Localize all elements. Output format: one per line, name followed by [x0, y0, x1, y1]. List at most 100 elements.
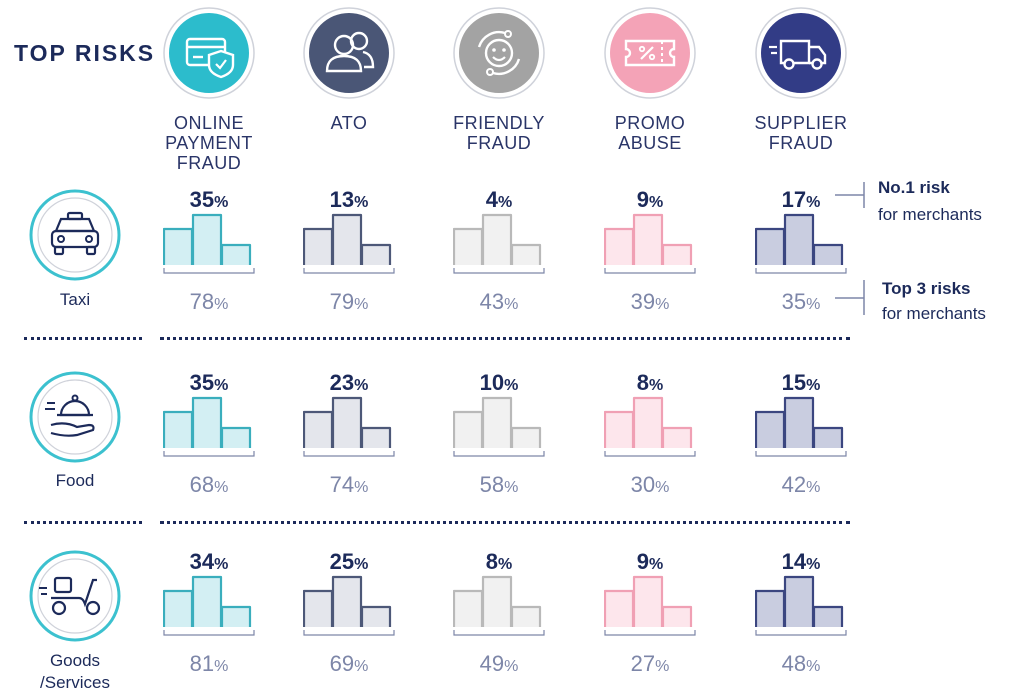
value-number: 35 [189, 370, 215, 395]
value-unit: % [649, 556, 664, 573]
mini-bar [661, 605, 693, 627]
value-unit: % [504, 479, 519, 496]
mini-bar [632, 575, 664, 627]
bar-bracket [604, 451, 696, 457]
coupon-icon [624, 39, 676, 67]
mini-bar [755, 589, 786, 627]
value-number: 17 [781, 187, 807, 212]
mini-bar [632, 396, 664, 448]
value-number: 14 [781, 549, 807, 574]
top3-risk-value: 58% [459, 472, 539, 498]
value-number: 79 [329, 289, 355, 314]
mini-bar [163, 227, 194, 265]
risk-label: FRIENDLY FRAUD [453, 113, 545, 153]
mini-bar-chart [453, 396, 545, 457]
value-unit: % [649, 377, 664, 394]
mini-bar [360, 605, 392, 627]
mini-bar-chart [604, 575, 696, 636]
risk-label: PROMO ABUSE [614, 113, 686, 153]
food-delivery-icon [45, 394, 95, 437]
risk-label: ONLINE PAYMENT FRAUD [165, 113, 253, 173]
value-number: 68 [189, 472, 215, 497]
mini-bar [783, 213, 815, 265]
value-number: 23 [329, 370, 355, 395]
mini-bar-chart [453, 213, 545, 274]
mini-bar-chart [303, 575, 395, 636]
scooter-icon [39, 576, 101, 616]
value-unit: % [806, 377, 821, 394]
value-unit: % [498, 556, 513, 573]
mini-bar-chart [303, 396, 395, 457]
mini-bar [632, 213, 664, 265]
mini-bar-chart [604, 396, 696, 457]
mini-bar [303, 410, 334, 448]
value-number: 15 [781, 370, 807, 395]
top3-risk-value: 69% [309, 651, 389, 677]
top3-risk-value: 68% [169, 472, 249, 498]
segment-label: Goods /Services [40, 651, 110, 692]
grid-divider [160, 337, 850, 340]
value-number: 9 [636, 187, 649, 212]
mini-bar [604, 410, 635, 448]
value-unit: % [354, 479, 369, 496]
no1-risk-value: 17% [761, 187, 841, 213]
mini-bar [812, 426, 844, 448]
mini-bar [163, 410, 194, 448]
taxi-icon [50, 211, 100, 256]
no1-risk-value: 8% [459, 549, 539, 575]
bar-bracket [453, 268, 545, 274]
bar-bracket [163, 630, 255, 636]
risk-label: SUPPLIER FRAUD [754, 113, 848, 153]
users-icon-circle [303, 7, 395, 99]
value-unit: % [214, 296, 229, 313]
bar-bracket [303, 268, 395, 274]
bar-bracket [755, 630, 847, 636]
legend-no1-bracket [835, 182, 865, 208]
value-unit: % [214, 479, 229, 496]
value-unit: % [214, 194, 229, 211]
value-number: 9 [636, 549, 649, 574]
top3-risk-value: 43% [459, 289, 539, 315]
users-icon [325, 31, 375, 73]
value-unit: % [354, 377, 369, 394]
no1-risk-value: 34% [169, 549, 249, 575]
mini-bar [812, 605, 844, 627]
value-number: 4 [485, 187, 498, 212]
mini-bar [453, 227, 484, 265]
mini-bar [604, 589, 635, 627]
top3-risk-value: 79% [309, 289, 389, 315]
value-number: 39 [630, 289, 656, 314]
no1-risk-value: 15% [761, 370, 841, 396]
value-unit: % [649, 194, 664, 211]
smile-cycle-icon-circle [453, 7, 545, 99]
bar-bracket [303, 451, 395, 457]
value-unit: % [806, 658, 821, 675]
value-number: 13 [329, 187, 355, 212]
no1-risk-value: 10% [459, 370, 539, 396]
mini-bar [510, 605, 542, 627]
value-unit: % [806, 479, 821, 496]
mini-bar-chart [755, 213, 847, 274]
delivery-van-icon-circle [755, 7, 847, 99]
value-unit: % [354, 296, 369, 313]
value-number: 10 [479, 370, 505, 395]
value-unit: % [504, 296, 519, 313]
mini-bar [331, 213, 363, 265]
mini-bar [604, 227, 635, 265]
top3-risk-value: 35% [761, 289, 841, 315]
bar-bracket [604, 268, 696, 274]
no1-risk-value: 25% [309, 549, 389, 575]
smile-cycle-icon [477, 30, 521, 76]
bar-bracket [755, 451, 847, 457]
bar-bracket [604, 630, 696, 636]
value-unit: % [214, 377, 229, 394]
segment-label: Taxi [59, 290, 91, 309]
mini-bar [510, 243, 542, 265]
mini-bar [360, 243, 392, 265]
value-number: 8 [485, 549, 498, 574]
mini-bar [661, 243, 693, 265]
top3-risk-value: 49% [459, 651, 539, 677]
segment-divider [24, 337, 142, 340]
value-unit: % [655, 479, 670, 496]
mini-bar [191, 213, 223, 265]
